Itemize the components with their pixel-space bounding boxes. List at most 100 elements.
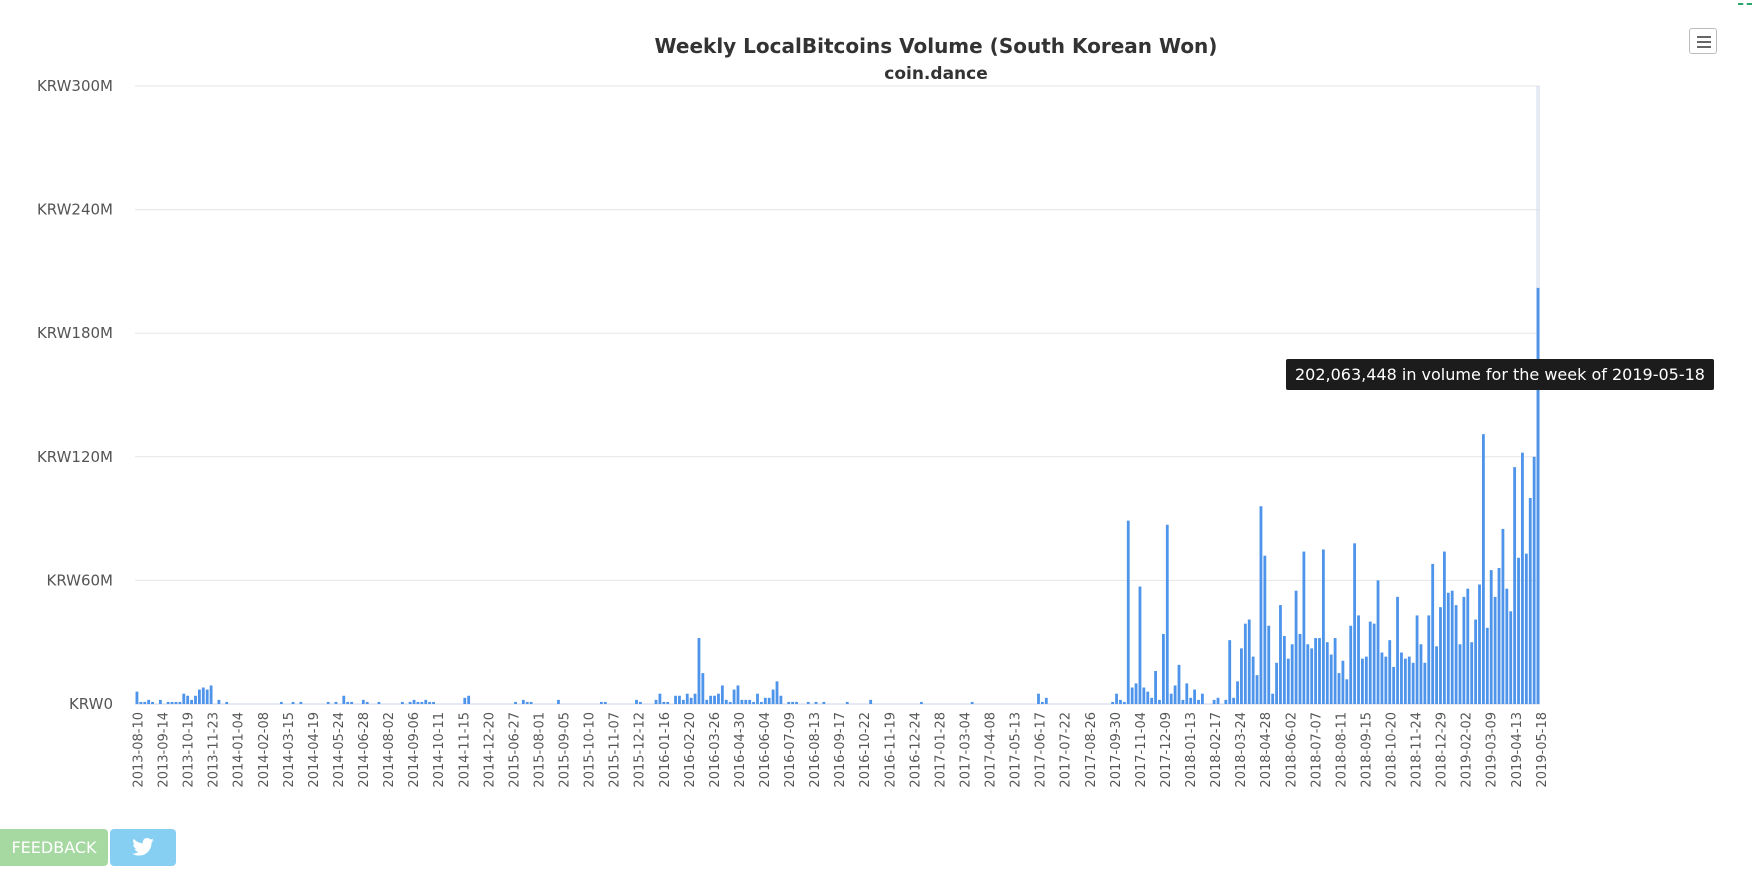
volume-bar[interactable] [1150,697,1154,704]
volume-bar[interactable] [713,695,716,704]
volume-bar[interactable] [752,701,755,704]
volume-bar[interactable] [1161,633,1165,704]
feedback-button[interactable]: FEEDBACK [0,829,108,866]
volume-bar[interactable] [1298,633,1302,704]
volume-bar[interactable] [420,701,424,704]
volume-bar[interactable] [603,701,607,704]
volume-bar[interactable] [1040,701,1044,704]
volume-bar[interactable] [432,701,435,704]
volume-bar[interactable] [1349,625,1353,704]
volume-bar[interactable] [225,701,229,704]
volume-bar[interactable] [756,693,759,704]
volume-bar[interactable] [1450,590,1454,704]
volume-bar[interactable] [1185,683,1189,704]
volume-bar[interactable] [1423,662,1427,704]
volume-bar[interactable] [1341,660,1345,704]
volume-bar[interactable] [139,701,143,704]
volume-bar[interactable] [1419,644,1423,704]
volume-bar[interactable] [1431,563,1435,704]
volume-bar[interactable] [158,699,162,704]
volume-bar[interactable] [1294,590,1298,704]
volume-bar[interactable] [732,689,736,704]
volume-bar[interactable] [724,699,728,704]
volume-bar[interactable] [1314,638,1317,704]
volume-bar[interactable] [1240,648,1243,704]
volume-bar[interactable] [779,695,783,704]
volume-bar[interactable] [1403,658,1407,704]
volume-bar[interactable] [334,701,338,704]
volume-bar[interactable] [654,699,658,704]
volume-bar[interactable] [1267,625,1271,704]
volume-bar[interactable] [1279,605,1282,704]
volume-bar[interactable] [717,693,720,704]
volume-bar[interactable] [1411,662,1415,704]
volume-bar[interactable] [720,685,724,704]
volume-bar[interactable] [1337,673,1341,704]
volume-bar[interactable] [1380,652,1384,705]
volume-bar[interactable] [182,693,186,704]
volume-bar[interactable] [557,699,560,704]
volume-bar[interactable] [709,695,713,704]
volume-bar[interactable] [1513,467,1517,704]
volume-bar[interactable] [463,697,467,704]
volume-bar[interactable] [1173,685,1177,704]
volume-bar[interactable] [1138,586,1142,704]
volume-bar[interactable] [748,699,752,704]
volume-bar[interactable] [1435,646,1438,704]
volume-bar[interactable] [1142,687,1146,704]
volume-bar[interactable] [400,701,404,704]
volume-bar[interactable] [1197,699,1200,704]
volume-bar[interactable] [1122,701,1126,704]
volume-bar[interactable] [1306,644,1310,704]
volume-bar[interactable] [342,695,346,704]
volume-bar[interactable] [1521,452,1524,704]
volume-bar[interactable] [1243,623,1247,704]
volume-bar[interactable] [350,701,354,704]
volume-bar[interactable] [674,695,677,704]
volume-bar[interactable] [1224,699,1228,704]
volume-bar[interactable] [135,691,139,704]
volume-bar[interactable] [1282,636,1286,704]
volume-bar[interactable] [1275,662,1278,704]
volume-bar[interactable] [635,699,638,704]
volume-bar[interactable] [689,697,693,704]
volume-bar[interactable] [205,689,209,704]
volume-bar[interactable] [728,701,732,704]
volume-bar[interactable] [1181,699,1185,704]
volume-bar[interactable] [1462,596,1466,704]
volume-bar[interactable] [377,701,381,704]
volume-bar[interactable] [1442,551,1446,704]
volume-bar[interactable] [1396,596,1399,704]
volume-bar[interactable] [1458,644,1462,704]
volume-bar[interactable] [1388,640,1392,704]
volume-bar[interactable] [845,701,849,704]
volume-bar[interactable] [1427,615,1431,704]
volume-bar[interactable] [1466,588,1470,704]
volume-bar[interactable] [1392,666,1396,704]
volume-bar[interactable] [1333,638,1337,704]
volume-bar[interactable] [1364,656,1368,704]
volume-bar[interactable] [1345,679,1349,704]
volume-bar[interactable] [1321,549,1325,705]
volume-bar[interactable] [361,699,365,704]
volume-bar[interactable] [1470,642,1474,704]
volume-bar[interactable] [1154,671,1157,704]
volume-bar[interactable] [408,701,412,704]
volume-bar[interactable] [1318,638,1321,704]
volume-bar[interactable] [869,699,873,704]
volume-bar[interactable] [1454,605,1458,704]
volume-bar[interactable] [416,701,420,704]
volume-bar[interactable] [1505,588,1509,704]
volume-bar[interactable] [1400,652,1403,705]
volume-bar[interactable] [693,693,697,704]
volume-bar[interactable] [1259,506,1263,704]
volume-bar[interactable] [1329,654,1333,704]
volume-bar[interactable] [791,701,795,704]
volume-bar[interactable] [1247,619,1251,704]
volume-bar[interactable] [1134,683,1138,704]
volume-bar[interactable] [1478,584,1481,704]
volume-bar[interactable] [814,701,818,704]
volume-bar[interactable] [521,699,525,704]
volume-bar[interactable] [346,701,350,704]
volume-bar[interactable] [1165,524,1169,704]
